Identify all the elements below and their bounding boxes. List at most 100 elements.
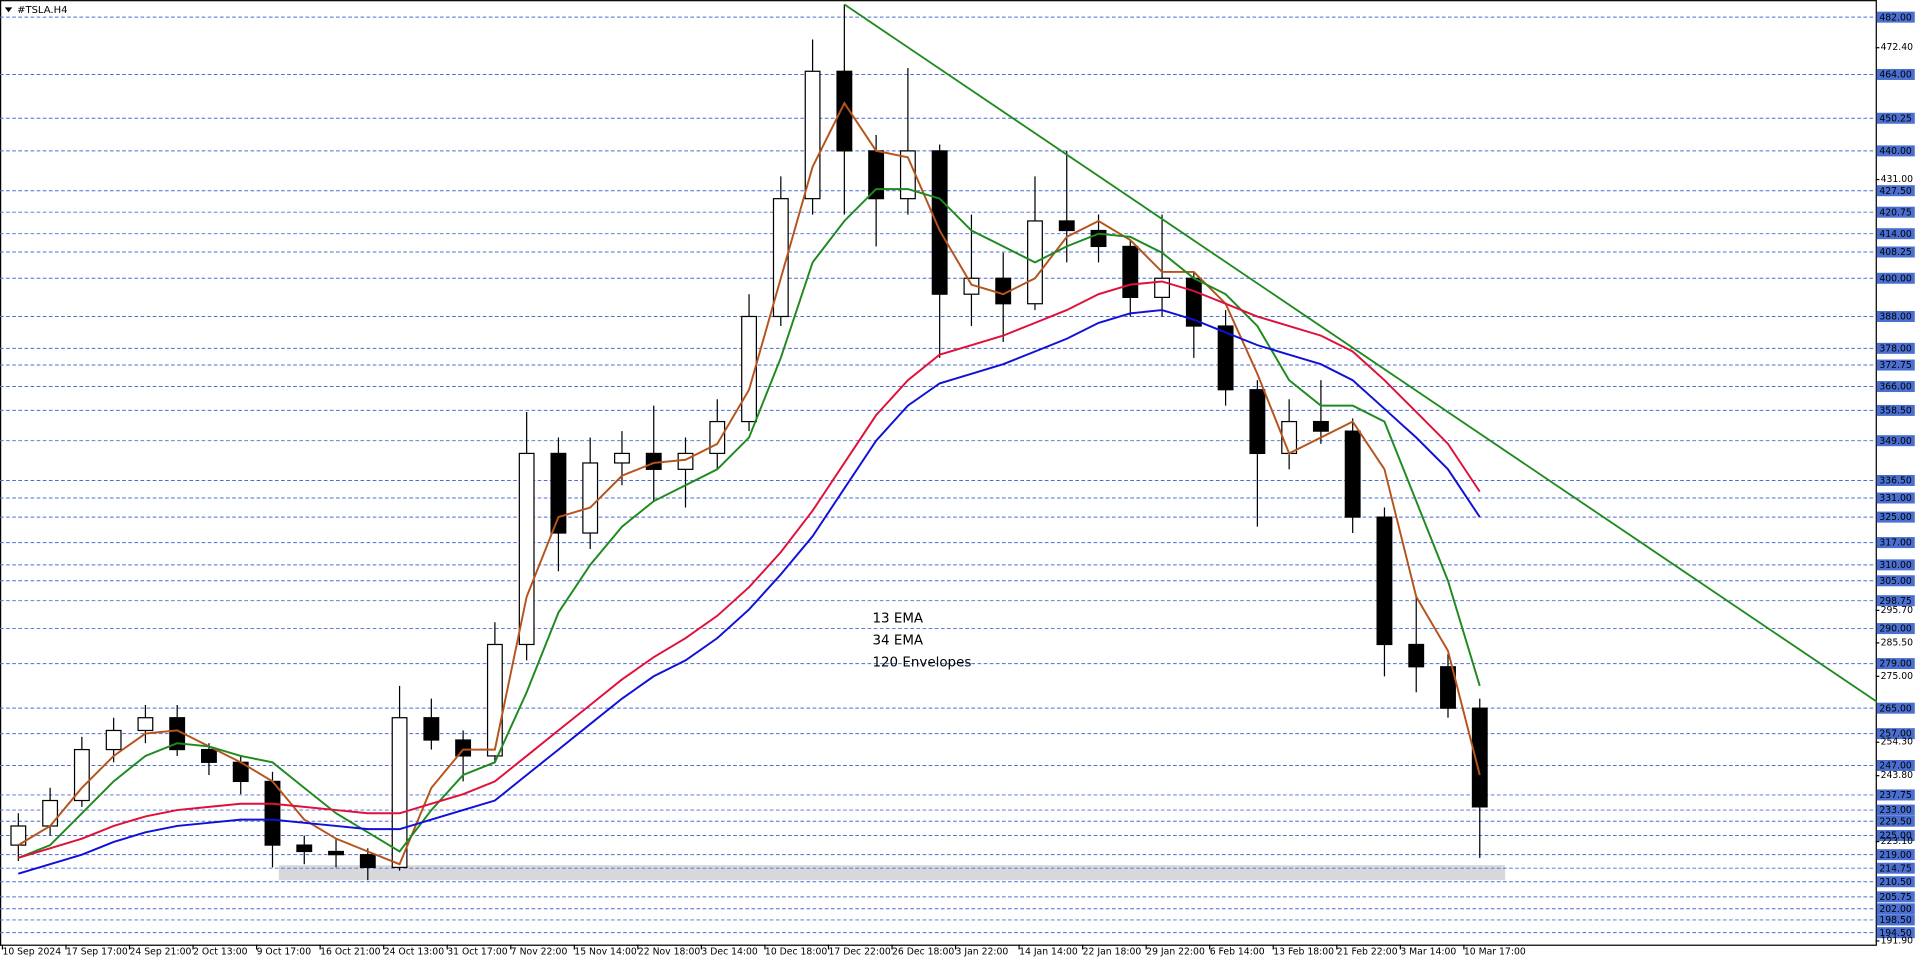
level-label-box (1876, 927, 1915, 939)
chart-title: #TSLA.H4 (17, 5, 67, 16)
level-label-box (1876, 474, 1915, 486)
x-tick-label: 24 Sep 21:00 (130, 946, 192, 957)
x-tick-label: 29 Jan 22:00 (1146, 946, 1205, 957)
level-label-box (1876, 623, 1915, 635)
x-tick-label: 10 Mar 17:00 (1464, 946, 1526, 957)
level-label: 305.00 (1879, 576, 1912, 587)
candle-body (201, 748, 217, 763)
level-label: 358.50 (1879, 406, 1912, 417)
level-label: 427.50 (1879, 186, 1912, 197)
candle-body (264, 780, 281, 846)
level-label-box (1876, 381, 1915, 393)
candle-body (518, 452, 535, 646)
x-tick-label: 15 Nov 14:00 (574, 946, 637, 957)
candle-body (614, 452, 630, 464)
level-label: 237.75 (1879, 790, 1912, 801)
x-tick-label: 17 Sep 17:00 (66, 946, 128, 957)
candle-body (1344, 430, 1361, 518)
x-tick-label: 3 Jan 22:00 (956, 946, 1009, 957)
level-label: 219.00 (1879, 850, 1912, 861)
level-label-box (1876, 492, 1915, 504)
level-label-box (1876, 891, 1915, 903)
y-tick-label: 472.40 (1881, 42, 1914, 53)
candle-body (42, 799, 59, 827)
level-label-box (1876, 914, 1915, 926)
x-tick-label: 31 Oct 17:00 (447, 946, 508, 957)
level-label: 279.00 (1879, 659, 1912, 670)
level-label: 349.00 (1879, 436, 1912, 447)
level-label-box (1876, 876, 1915, 888)
trendline (843, 3, 1878, 703)
level-label-box (1876, 830, 1915, 842)
level-label: 229.50 (1879, 816, 1912, 827)
level-label: 210.50 (1879, 877, 1912, 888)
candle-body (931, 150, 948, 295)
candle-body (1249, 389, 1266, 455)
level-label: 450.25 (1879, 113, 1912, 124)
y-tick-label: 285.50 (1881, 637, 1914, 648)
level-label-box (1876, 595, 1915, 607)
x-tick-label: 13 Feb 18:00 (1273, 946, 1334, 957)
candle-body (137, 717, 154, 732)
level-label: 265.00 (1879, 703, 1912, 714)
x-tick-label: 14 Jan 14:00 (1019, 946, 1078, 957)
level-label: 202.00 (1879, 904, 1912, 915)
legend-entry: 120 Envelopes (872, 655, 971, 670)
candle-body (1217, 325, 1234, 391)
x-tick-label: 7 Nov 22:00 (511, 946, 568, 957)
candle-body (836, 70, 853, 152)
x-tick-label: 16 Oct 21:00 (320, 946, 381, 957)
level-label-box (1876, 658, 1915, 670)
candle-body (296, 844, 313, 853)
x-tick-label: 10 Dec 18:00 (765, 946, 827, 957)
candle-body (328, 850, 344, 856)
candle-body (772, 198, 789, 318)
level-label-box (1876, 68, 1915, 80)
x-tick-label: 2 Oct 13:00 (193, 946, 248, 957)
y-tick-label: 254.30 (1881, 737, 1914, 748)
level-label: 366.00 (1879, 382, 1912, 393)
level-label-box (1876, 310, 1915, 322)
envelope-lower (18, 309, 1481, 875)
legend-entry: 13 EMA (872, 611, 923, 626)
level-label: 482.00 (1879, 12, 1912, 23)
menu-arrow[interactable] (4, 7, 13, 13)
indicator-line (17, 188, 1481, 859)
candle-body (105, 729, 122, 751)
candle-body (1281, 420, 1298, 455)
level-label-box (1876, 11, 1915, 23)
indicator-line (17, 101, 1481, 866)
x-tick-label: 22 Jan 18:00 (1083, 946, 1142, 957)
level-label: 290.00 (1879, 624, 1912, 635)
level-label: 214.75 (1879, 863, 1912, 874)
level-label: 298.75 (1879, 596, 1912, 607)
x-tick-label: 24 Oct 13:00 (384, 946, 445, 957)
candle-body (1408, 643, 1425, 668)
level-label-box (1876, 903, 1915, 915)
level-label: 233.00 (1879, 805, 1912, 816)
level-label: 325.00 (1879, 512, 1912, 523)
x-tick-label: 26 Dec 18:00 (892, 946, 954, 957)
level-label-box (1876, 702, 1915, 714)
level-label: 388.00 (1879, 312, 1912, 323)
level-label-box (1876, 759, 1915, 771)
x-tick-label: 9 Oct 17:00 (257, 946, 312, 957)
level-label-box (1876, 511, 1915, 523)
candle-body (1440, 666, 1456, 709)
y-tick-label: 191.90 (1881, 935, 1914, 946)
level-label: 257.00 (1879, 729, 1912, 740)
level-label-box (1876, 206, 1915, 218)
candle-body (645, 452, 662, 470)
level-label-box (1876, 849, 1915, 861)
candle-body (359, 854, 376, 869)
level-label: 310.00 (1879, 560, 1912, 571)
candle-body (677, 452, 694, 470)
candle-body (1122, 245, 1139, 298)
candle-body (1471, 707, 1488, 808)
level-label-box (1876, 404, 1915, 416)
candle-body (423, 717, 440, 741)
y-tick-label: 243.80 (1881, 770, 1914, 781)
x-tick-label: 10 Sep 2024 (2, 946, 61, 957)
